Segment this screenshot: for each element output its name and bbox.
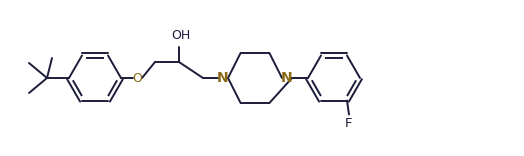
Text: N: N xyxy=(281,71,293,85)
Text: N: N xyxy=(217,71,229,85)
Text: O: O xyxy=(132,71,142,85)
Text: F: F xyxy=(345,117,353,129)
Text: OH: OH xyxy=(171,29,191,42)
